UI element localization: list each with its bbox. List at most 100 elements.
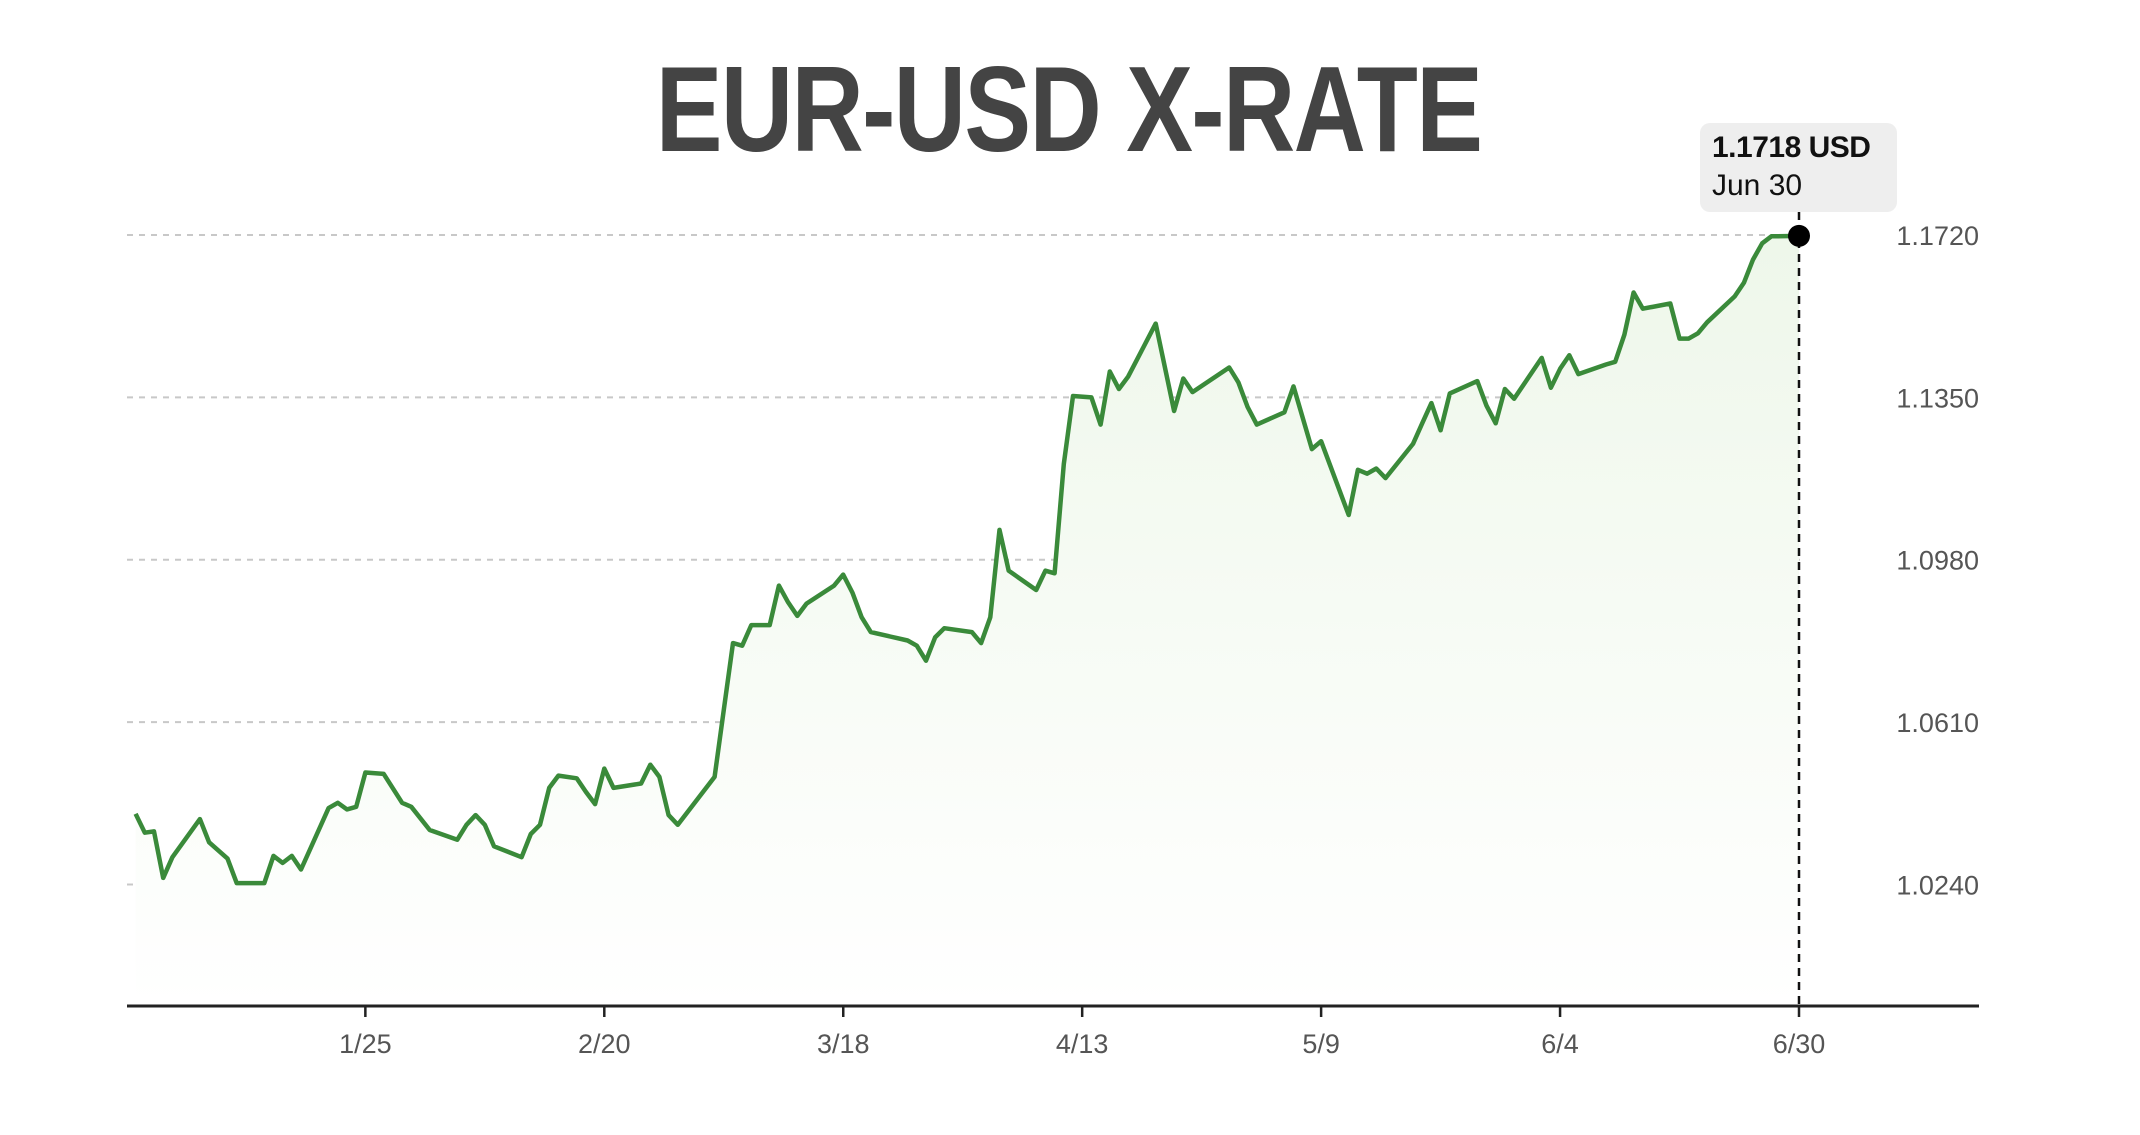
data-point[interactable]: [141, 829, 149, 837]
data-point[interactable]: [205, 838, 213, 846]
data-point[interactable]: [1666, 299, 1674, 307]
data-point[interactable]: [132, 810, 140, 818]
data-point[interactable]: [1602, 360, 1610, 368]
data-point[interactable]: [1234, 378, 1242, 386]
data-point[interactable]: [573, 774, 581, 782]
data-point[interactable]: [1372, 464, 1380, 472]
data-point[interactable]: [343, 805, 351, 813]
data-point[interactable]: [729, 639, 737, 647]
data-point[interactable]: [1418, 419, 1426, 427]
data-point[interactable]: [600, 765, 608, 773]
data-point[interactable]: [830, 582, 838, 590]
data-point[interactable]: [1188, 388, 1196, 396]
data-point[interactable]: [1703, 318, 1711, 326]
data-point[interactable]: [1106, 367, 1114, 375]
data-point[interactable]: [1290, 382, 1298, 390]
data-point[interactable]: [1611, 358, 1619, 366]
data-point[interactable]: [159, 874, 167, 882]
data-point[interactable]: [334, 799, 342, 807]
data-point[interactable]: [720, 706, 728, 714]
data-point[interactable]: [931, 633, 939, 641]
data-point[interactable]: [196, 815, 204, 823]
data-point[interactable]: [1308, 445, 1316, 453]
data-point[interactable]: [462, 821, 470, 829]
data-point[interactable]: [637, 780, 645, 788]
data-point[interactable]: [1427, 399, 1435, 407]
data-point[interactable]: [1740, 279, 1748, 287]
data-point[interactable]: [867, 628, 875, 636]
data-point[interactable]: [1556, 365, 1564, 373]
data-point[interactable]: [591, 800, 599, 808]
data-point[interactable]: [1225, 364, 1233, 372]
data-point[interactable]: [407, 803, 415, 811]
data-point[interactable]: [490, 842, 498, 850]
data-point[interactable]: [977, 639, 985, 647]
data-point[interactable]: [224, 855, 232, 863]
data-point[interactable]: [1538, 354, 1546, 362]
data-point[interactable]: [1115, 385, 1123, 393]
data-point[interactable]: [665, 811, 673, 819]
data-point[interactable]: [775, 582, 783, 590]
data-point[interactable]: [1483, 402, 1491, 410]
data-point[interactable]: [1630, 288, 1638, 296]
data-point[interactable]: [453, 836, 461, 844]
data-point[interactable]: [1124, 373, 1132, 381]
data-point[interactable]: [1354, 466, 1362, 474]
data-point[interactable]: [766, 621, 774, 629]
data-point[interactable]: [940, 624, 948, 632]
data-point[interactable]: [1437, 426, 1445, 434]
data-point[interactable]: [1179, 374, 1187, 382]
data-point[interactable]: [848, 589, 856, 597]
data-point[interactable]: [1510, 395, 1518, 403]
data-point[interactable]: [968, 628, 976, 636]
data-point[interactable]: [398, 799, 406, 807]
data-point[interactable]: [1685, 335, 1693, 343]
data-point[interactable]: [150, 827, 158, 835]
data-point[interactable]: [1574, 370, 1582, 378]
data-point[interactable]: [793, 612, 801, 620]
data-point[interactable]: [279, 859, 287, 867]
data-point[interactable]: [858, 613, 866, 621]
data-point[interactable]: [986, 613, 994, 621]
data-point[interactable]: [1749, 256, 1757, 264]
data-point[interactable]: [380, 770, 388, 778]
data-point[interactable]: [646, 761, 654, 769]
data-point[interactable]: [481, 821, 489, 829]
data-point[interactable]: [802, 600, 810, 608]
data-point[interactable]: [711, 773, 719, 781]
data-point[interactable]: [1253, 421, 1261, 429]
data-point[interactable]: [784, 598, 792, 606]
data-point[interactable]: [1731, 292, 1739, 300]
data-point[interactable]: [527, 830, 535, 838]
data-point[interactable]: [1005, 567, 1013, 575]
data-point[interactable]: [1409, 440, 1417, 448]
data-point[interactable]: [1446, 389, 1454, 397]
data-point[interactable]: [1087, 393, 1095, 401]
data-point[interactable]: [1041, 567, 1049, 575]
data-point[interactable]: [1317, 437, 1325, 445]
data-point[interactable]: [839, 571, 847, 579]
data-point[interactable]: [1547, 384, 1555, 392]
data-point[interactable]: [1363, 470, 1371, 478]
data-point[interactable]: [426, 826, 434, 834]
data-point[interactable]: [674, 821, 682, 829]
data-point[interactable]: [1565, 351, 1573, 359]
data-point[interactable]: [1060, 460, 1068, 468]
data-point[interactable]: [747, 621, 755, 629]
data-point[interactable]: [1244, 403, 1252, 411]
data-point[interactable]: [1097, 421, 1105, 429]
data-point[interactable]: [545, 784, 553, 792]
data-point[interactable]: [1694, 329, 1702, 337]
data-point[interactable]: [168, 853, 176, 861]
data-point[interactable]: [582, 788, 590, 796]
data-point[interactable]: [1639, 305, 1647, 313]
data-point[interactable]: [554, 772, 562, 780]
data-point[interactable]: [233, 879, 241, 887]
data-point[interactable]: [1069, 392, 1077, 400]
data-point[interactable]: [922, 657, 930, 665]
data-point[interactable]: [1345, 511, 1353, 519]
data-point[interactable]: [269, 852, 277, 860]
data-point[interactable]: [913, 642, 921, 650]
data-point[interactable]: [655, 773, 663, 781]
data-point[interactable]: [1032, 586, 1040, 594]
